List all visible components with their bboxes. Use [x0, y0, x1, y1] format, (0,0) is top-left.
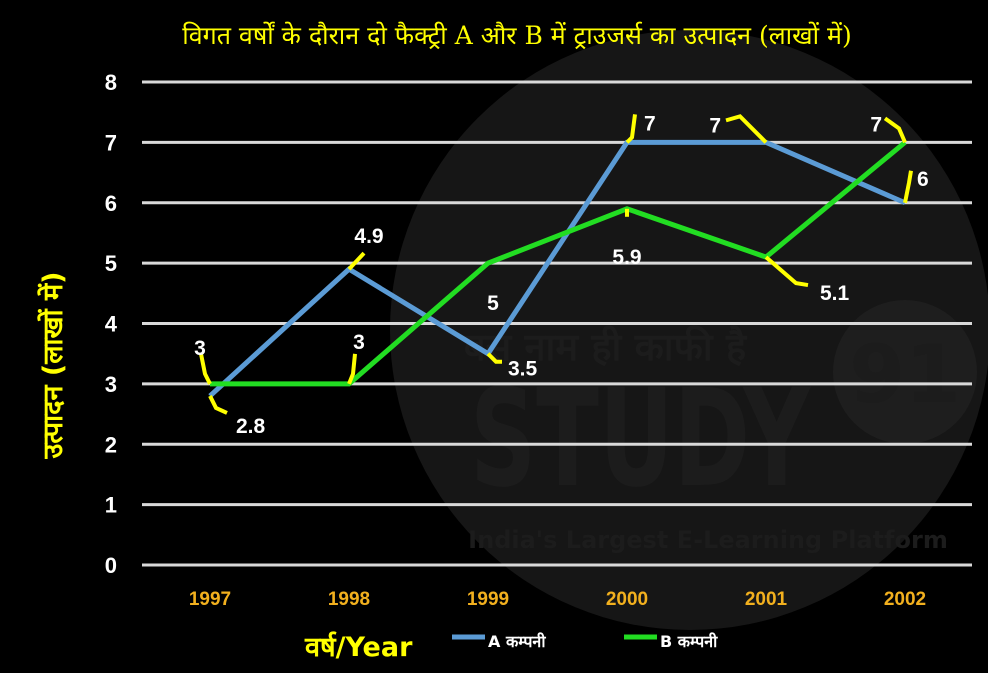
- data-label-b: 7: [870, 113, 882, 136]
- y-tick-label: 0: [105, 553, 117, 578]
- callout-leader: [486, 352, 502, 364]
- data-label-b: 3: [194, 337, 206, 360]
- y-tick-label: 3: [105, 372, 117, 397]
- y-tick-label: 7: [105, 130, 117, 155]
- x-axis-ticks: 1997 1998 1999 2000 2001 2002: [189, 589, 926, 610]
- x-tick-label: 2002: [884, 589, 926, 610]
- series-line-a: [208, 139, 906, 398]
- data-label-b: 5.9: [612, 246, 641, 269]
- callout-leader: [903, 170, 913, 204]
- watermark-tagline: India's Largest E-Learning Platform: [468, 526, 948, 554]
- y-tick-label: 6: [105, 191, 117, 216]
- legend-label-a: A कम्पनी: [488, 632, 546, 651]
- callout-leader: [883, 116, 907, 144]
- legend-label-b: B कम्पनी: [660, 632, 718, 651]
- y-tick-label: 2: [105, 432, 117, 457]
- data-label-a: 3.5: [508, 358, 538, 381]
- data-label-a: 7: [644, 112, 656, 135]
- y-tick-label: 4: [105, 312, 118, 337]
- x-tick-label: 1999: [467, 589, 509, 610]
- y-axis-ticks: 0 1 2 3 4 5 6 7 8: [105, 70, 118, 578]
- y-tick-label: 5: [105, 251, 117, 276]
- y-axis-label: उत्पादन (लाखों में): [37, 272, 69, 460]
- watermark-brand: STUDY: [470, 360, 812, 517]
- x-tick-label: 1997: [189, 589, 231, 610]
- x-tick-label: 1998: [328, 589, 370, 610]
- data-label-a: 4.9: [354, 225, 383, 248]
- y-tick-label: 1: [105, 493, 117, 518]
- legend: A कम्पनी B कम्पनी: [452, 632, 718, 651]
- watermark-slogan: बस नाम ही काफी है: [463, 325, 748, 369]
- callout-leader: [347, 251, 366, 271]
- callout-leader: [347, 353, 357, 385]
- watermark-number: 91: [849, 328, 960, 421]
- x-tick-label: 2001: [745, 589, 788, 610]
- chart-title: विगत वर्षों के दौरान दो फैक्ट्री A और B …: [182, 21, 851, 50]
- callout-leader: [199, 353, 212, 385]
- data-label-b: 5.1: [820, 282, 850, 305]
- data-label-b: 5: [487, 292, 499, 315]
- callout-leader: [764, 255, 809, 288]
- data-label-a: 2.8: [236, 415, 266, 438]
- series-lines: [208, 139, 907, 398]
- series-line-b: [210, 140, 907, 387]
- x-axis-label: वर्ष/Year: [304, 631, 413, 663]
- data-label-callouts: 2.8 4.9 3.5 7 7 6 3 3 5 5.9 5.1 7: [194, 112, 929, 438]
- data-label-b: 3: [353, 331, 365, 354]
- x-tick-label: 2000: [606, 589, 648, 610]
- callout-leader: [208, 395, 228, 415]
- callout-leader: [725, 114, 768, 144]
- callout-leader: [625, 114, 637, 144]
- watermark-disc: [390, 30, 988, 630]
- watermark-badge: [833, 300, 977, 444]
- y-tick-label: 8: [105, 70, 117, 95]
- data-label-a: 7: [709, 114, 721, 137]
- data-label-a: 6: [917, 168, 929, 191]
- study91-watermark: 91 बस नाम ही काफी है STUDY India's Large…: [390, 30, 988, 630]
